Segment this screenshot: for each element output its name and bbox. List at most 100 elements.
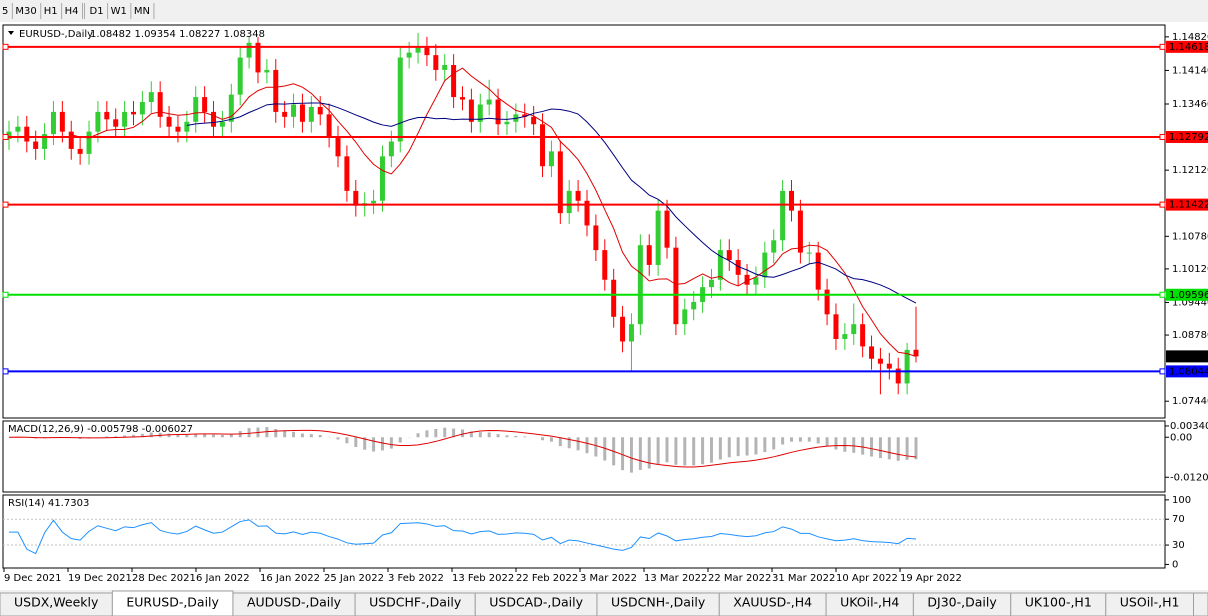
candle: [575, 180, 581, 212]
current-price-label: 1.08348: [1169, 351, 1208, 362]
candle-body: [388, 141, 394, 157]
candle-body: [86, 131, 92, 154]
candle: [726, 239, 732, 271]
tab[interactable]: HK50-,H1: [1193, 592, 1208, 616]
tab[interactable]: XAUUSD-,H4: [718, 592, 827, 616]
candle: [913, 306, 919, 363]
candle-body: [113, 119, 119, 127]
tab[interactable]: USDX,Weekly: [0, 592, 113, 616]
header-arrow: [8, 31, 14, 35]
tab[interactable]: DJ30-,Daily: [912, 592, 1012, 616]
toolbar: [0, 0, 1208, 22]
candle-body: [780, 190, 786, 241]
candle-body: [895, 368, 901, 384]
candle: [379, 145, 385, 212]
date-label: 19 Apr 2022: [900, 573, 962, 584]
candle: [371, 189, 377, 215]
level-anchor: [1159, 133, 1166, 140]
candle: [851, 303, 857, 345]
candle-body: [477, 104, 483, 122]
timeframe-button[interactable]: H1: [44, 6, 58, 17]
candle-body: [815, 252, 821, 290]
tab[interactable]: UK100-,H1: [1010, 592, 1107, 616]
candle-body: [122, 111, 128, 127]
tab-label: USDCNH-,Daily: [611, 595, 706, 610]
tab[interactable]: USDCNH-,Daily: [596, 592, 720, 616]
candle: [664, 199, 670, 259]
date-label: 9 Dec 2021: [4, 573, 62, 584]
level-label-box: [1166, 198, 1208, 211]
macd-tick-label: -0.012058: [1170, 472, 1208, 483]
candle: [308, 96, 314, 133]
candle-body: [717, 250, 723, 280]
candle-body: [246, 42, 252, 58]
candle: [202, 86, 208, 123]
candle-body: [806, 252, 812, 254]
level-label-box: [1166, 130, 1208, 143]
rsi-tick-label: 100: [1172, 495, 1191, 506]
candle-body: [913, 349, 919, 357]
candle: [708, 268, 714, 299]
tab[interactable]: EURUSD-,Daily: [111, 590, 234, 616]
moving-average: [71, 67, 917, 357]
candle: [113, 108, 119, 138]
candle: [646, 234, 652, 276]
candle: [860, 313, 866, 358]
date-label: 31 Mar 2022: [772, 573, 835, 584]
candle-body: [886, 363, 892, 369]
candle-body: [6, 131, 12, 140]
candle-body: [877, 358, 883, 364]
timeframe-button[interactable]: M30: [15, 6, 36, 17]
candle-body: [15, 126, 21, 132]
candle-body: [415, 47, 421, 53]
candle: [842, 323, 848, 350]
candle: [246, 36, 252, 69]
candle-body: [139, 102, 145, 115]
tab[interactable]: USDCAD-,Daily: [474, 592, 598, 616]
timeframe-button[interactable]: H4: [65, 6, 79, 17]
macd-label: MACD(12,26,9) -0.005798 -0.006027: [8, 424, 193, 435]
candle-body: [166, 116, 172, 127]
tab[interactable]: AUDUSD-,Daily: [232, 592, 356, 616]
level-anchor: [2, 43, 9, 50]
candle: [584, 189, 590, 237]
candle: [77, 138, 83, 165]
candle-body: [326, 114, 332, 137]
timeframe-button[interactable]: 5: [2, 6, 8, 17]
candle-body: [273, 69, 279, 112]
candle-body: [291, 104, 297, 117]
tab-label: AUDUSD-,Daily: [247, 595, 342, 610]
tab[interactable]: UKOil-,H4: [825, 592, 914, 616]
candle: [335, 125, 341, 168]
date-label: 13 Feb 2022: [452, 573, 514, 584]
candle: [548, 140, 554, 178]
timeframe-button[interactable]: D1: [90, 6, 104, 17]
candle: [166, 105, 172, 138]
candle: [397, 46, 403, 153]
candle: [299, 93, 305, 133]
candle: [264, 59, 270, 84]
candle: [104, 101, 110, 131]
candle-body: [504, 121, 510, 125]
candle: [424, 36, 430, 66]
candle: [637, 234, 643, 336]
tab[interactable]: USDCHF-,Daily: [354, 592, 476, 616]
candle: [460, 86, 465, 111]
candle-body: [842, 334, 848, 339]
level-anchor: [1159, 368, 1166, 375]
timeframe-button[interactable]: W1: [111, 6, 127, 17]
candle: [744, 263, 750, 296]
header-ohlc: 1.08482 1.09354 1.08227 1.08348: [90, 29, 265, 40]
candle: [628, 313, 634, 372]
candle-body: [24, 126, 30, 142]
rsi-label: RSI(14) 41.7303: [8, 498, 89, 509]
level-anchor: [2, 201, 9, 208]
timeframe-button[interactable]: MN: [134, 6, 150, 17]
candle: [486, 79, 492, 116]
tab[interactable]: USOil-,H1: [1105, 592, 1194, 616]
tab-label: USDCHF-,Daily: [369, 595, 462, 610]
rsi-line: [9, 519, 917, 555]
candle-body: [566, 190, 572, 214]
tab-label: EURUSD-,Daily: [126, 595, 219, 610]
candle-body: [557, 151, 563, 214]
